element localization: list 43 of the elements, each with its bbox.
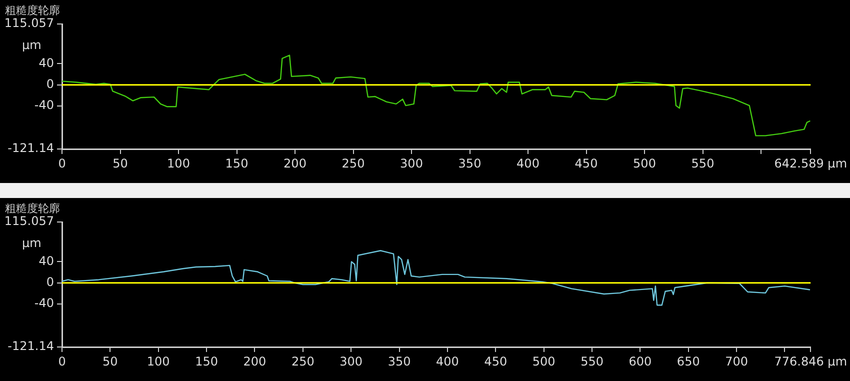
- x-tick-label: 400: [516, 156, 540, 170]
- x-tick-label: 0: [58, 354, 66, 368]
- x-tick-label: 350: [458, 156, 482, 170]
- x-tick-label: 600: [628, 354, 652, 368]
- y-axis-title: μm: [22, 38, 42, 52]
- x-tick-label: 642.589 μm: [774, 156, 847, 170]
- x-tick-label: 500: [532, 354, 556, 368]
- x-tick-label: 300: [340, 354, 363, 368]
- y-tick-label: -121.14: [8, 339, 54, 354]
- x-tick-label: 450: [574, 156, 598, 170]
- y-tick-label: 115.057: [4, 16, 54, 30]
- x-tick-label: 150: [195, 354, 218, 368]
- x-tick-label: 50: [112, 156, 128, 170]
- y-tick-label: -121.14: [8, 141, 54, 156]
- x-tick-label: 250: [342, 156, 365, 170]
- chart-title: 粗糙度轮廓: [5, 201, 60, 216]
- y-tick-label: 40: [38, 254, 54, 268]
- x-tick-label: 400: [436, 354, 459, 368]
- x-tick-label: 150: [225, 156, 248, 170]
- y-tick-label: -40: [34, 98, 54, 112]
- x-tick-label: 200: [243, 354, 266, 368]
- x-tick-label: 650: [676, 354, 700, 368]
- x-tick-label: 500: [633, 156, 656, 170]
- y-tick-label: -40: [34, 296, 54, 310]
- y-tick-label: 0: [46, 77, 54, 92]
- y-tick-label: 40: [38, 56, 54, 70]
- y-axis-title: μm: [22, 236, 42, 250]
- chart-title: 粗糙度轮廓: [5, 3, 60, 18]
- x-tick-label: 0: [58, 156, 66, 170]
- y-tick-label: 115.057: [4, 214, 54, 228]
- x-tick-label: 550: [691, 156, 714, 170]
- x-tick-label: 250: [291, 354, 314, 368]
- x-tick-label: 100: [146, 354, 170, 368]
- x-tick-label: 550: [580, 354, 604, 368]
- x-tick-label: 300: [400, 156, 423, 170]
- x-tick-label: 700: [725, 354, 748, 368]
- x-tick-label: 350: [388, 354, 411, 368]
- x-tick-label: 776.846 μm: [774, 354, 847, 368]
- x-tick-label: 50: [102, 354, 118, 368]
- x-tick-label: 100: [167, 156, 190, 170]
- x-tick-label: 450: [484, 354, 508, 368]
- x-tick-label: 200: [284, 156, 306, 170]
- y-tick-label: 0: [46, 275, 54, 290]
